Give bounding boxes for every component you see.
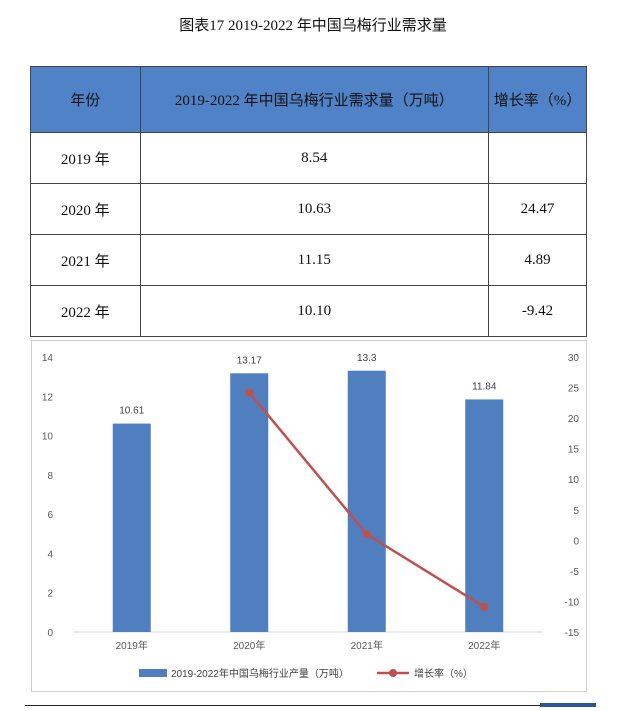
y-left-tick-label: 2 [47, 589, 53, 600]
x-tick-label: 2020年 [233, 639, 265, 652]
cell-year: 2022 年 [30, 285, 141, 337]
cell-demand: 10.10 [139, 285, 489, 337]
y-right-tick-label: 5 [573, 506, 579, 517]
bar [347, 370, 386, 632]
table-header-row: 年份 2019-2022 年中国乌梅行业需求量（万吨） 增长率（%） [30, 66, 588, 133]
y-left-tick-label: 0 [47, 628, 53, 639]
growth-point [362, 530, 371, 539]
y-right-tick-label: -15 [565, 628, 580, 639]
y-right-tick-label: 0 [573, 536, 579, 547]
y-left-tick-label: 4 [47, 549, 53, 560]
production-chart: 0 2 4 6 8 10 12 14 -15 -10 -5 0 5 10 15 20 25 30 2019年 2020… [31, 340, 587, 692]
y-right-tick-label: 30 [568, 353, 580, 364]
bar [230, 373, 269, 632]
bar [112, 423, 151, 632]
table-row: 2022 年 10.10 -9.42 [30, 285, 588, 337]
y-left-tick-label: 12 [42, 392, 54, 403]
bar-data-label: 10.61 [119, 406, 144, 417]
growth-point [480, 602, 489, 611]
cell-demand: 10.63 [139, 183, 489, 235]
y-right-tick-label: 20 [568, 414, 580, 425]
y-right-tick-label: -5 [570, 567, 579, 578]
cell-growth [487, 132, 588, 184]
header-year: 年份 [30, 66, 141, 133]
y-left-tick-label: 10 [42, 432, 54, 443]
cell-year: 2020 年 [30, 183, 141, 235]
document-title: 图表17 2019-2022 年中国乌梅行业需求量 [179, 18, 447, 34]
x-tick-label: 2022年 [468, 639, 500, 652]
growth-point [245, 388, 254, 397]
footer-accent [540, 703, 596, 707]
y-left-tick-label: 6 [47, 510, 53, 521]
table-row: 2021 年 11.15 4.89 [30, 234, 588, 286]
bar-data-label: 11.84 [472, 381, 497, 392]
bar-data-label: 13.3 [357, 353, 377, 364]
table-row: 2019 年 8.54 [30, 132, 588, 184]
cell-demand: 11.15 [139, 234, 489, 286]
demand-table: 年份 2019-2022 年中国乌梅行业需求量（万吨） 增长率（%） 2019 … [30, 66, 588, 337]
y-right-tick-label: 15 [568, 445, 580, 456]
footer-rule [25, 705, 595, 706]
legend-bar-swatch [139, 669, 167, 677]
cell-year: 2021 年 [30, 234, 141, 286]
bar [465, 399, 504, 632]
legend-line-marker [389, 669, 397, 677]
x-tick-label: 2019年 [116, 639, 148, 652]
cell-demand: 8.54 [139, 132, 489, 184]
header-growth: 增长率（%） [487, 66, 588, 133]
cell-growth: 4.89 [487, 234, 588, 286]
legend-line-label: 增长率（%） [414, 667, 473, 680]
cell-growth: 24.47 [487, 183, 588, 235]
bar-data-label: 13.17 [237, 355, 262, 366]
header-demand: 2019-2022 年中国乌梅行业需求量（万吨） [139, 66, 489, 133]
cell-year: 2019 年 [30, 132, 141, 184]
y-right-tick-label: 10 [568, 475, 580, 486]
chart-svg: 0 2 4 6 8 10 12 14 -15 -10 -5 0 5 10 15 20 25 30 2019年 2020… [31, 340, 587, 692]
y-right-tick-label: 25 [568, 384, 580, 395]
legend-bar-label: 2019-2022年中国乌梅行业产量（万吨） [171, 667, 349, 680]
x-tick-label: 2021年 [351, 639, 383, 652]
y-left-tick-label: 14 [42, 353, 54, 364]
table-row: 2020 年 10.63 24.47 [30, 183, 588, 235]
y-right-tick-label: -10 [565, 597, 580, 608]
cell-growth: -9.42 [487, 285, 588, 337]
y-left-tick-label: 8 [47, 471, 53, 482]
